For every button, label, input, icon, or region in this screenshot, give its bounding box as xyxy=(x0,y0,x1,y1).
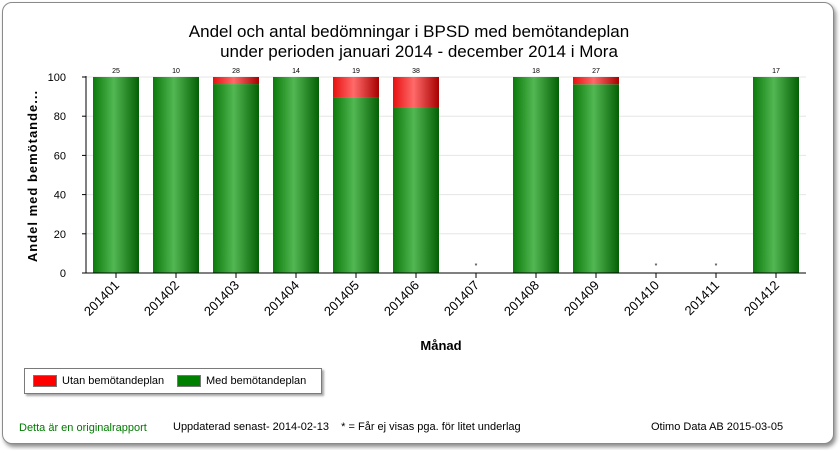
bar-med-bemotandeplan xyxy=(93,77,139,273)
bar-med-bemotandeplan xyxy=(513,77,559,273)
x-tick-label: 201406 xyxy=(381,278,422,319)
legend-item-utan: Utan bemötandeplan xyxy=(33,374,164,388)
data-label: * xyxy=(715,263,718,270)
bar-med-bemotandeplan xyxy=(573,84,619,273)
x-tick-label: 201405 xyxy=(321,278,362,319)
chart-title-line-1: Andel och antal bedömningar i BPSD med b… xyxy=(189,22,629,41)
bar-med-bemotandeplan xyxy=(393,107,439,273)
data-label: 19 xyxy=(352,68,360,75)
y-tick-label: 20 xyxy=(54,229,66,241)
bar-utan-bemotandeplan xyxy=(393,77,439,108)
bar-utan-bemotandeplan xyxy=(573,77,619,85)
data-label: * xyxy=(475,263,478,270)
y-tick-label: 100 xyxy=(48,72,66,84)
bar-med-bemotandeplan xyxy=(213,84,259,273)
data-label: 14 xyxy=(292,68,300,75)
bar-utan-bemotandeplan xyxy=(213,77,259,85)
x-tick-label: 201412 xyxy=(741,278,782,319)
x-tick-label: 201409 xyxy=(561,278,602,319)
legend-swatch-med xyxy=(177,375,201,387)
x-tick-label: 201403 xyxy=(201,278,242,319)
original-report-note: Detta är en originalrapport xyxy=(19,422,147,434)
chart-title-line-2: under perioden januari 2014 - december 2… xyxy=(220,42,618,61)
company-date: Otimo Data AB 2015-03-05 xyxy=(651,421,784,433)
bar-med-bemotandeplan xyxy=(753,77,799,273)
x-tick-label: 201411 xyxy=(682,278,723,319)
update-note: Uppdaterad senast- 2014-02-13 * = Får ej… xyxy=(173,421,521,433)
x-tick-label: 201410 xyxy=(621,278,662,319)
legend-swatch-utan xyxy=(33,375,57,387)
x-tick-label: 201404 xyxy=(261,278,302,319)
data-label: 28 xyxy=(232,68,240,75)
data-label: 25 xyxy=(112,68,120,75)
legend: Utan bemötandeplan Med bemötandeplan xyxy=(24,368,322,394)
data-label: 18 xyxy=(532,68,540,75)
y-tick-label: 40 xyxy=(54,190,66,202)
x-tick-label: 201401 xyxy=(81,278,122,319)
x-tick-label: 201407 xyxy=(441,278,482,319)
x-axis-label: Månad xyxy=(420,338,461,353)
data-label: 10 xyxy=(172,68,180,75)
bar-utan-bemotandeplan xyxy=(333,77,379,98)
legend-label-utan: Utan bemötandeplan xyxy=(62,375,165,387)
data-label: 38 xyxy=(412,68,420,75)
x-tick-label: 201402 xyxy=(141,278,182,319)
data-label: 27 xyxy=(592,68,600,75)
plot-area: 0 20 40 60 80 100 25 201401 10 201402 28 201403 14 20… xyxy=(48,68,806,319)
x-tick-label: 201408 xyxy=(501,278,542,319)
bar-med-bemotandeplan xyxy=(153,77,199,273)
data-label: 17 xyxy=(772,68,780,75)
legend-label-med: Med bemötandeplan xyxy=(206,375,307,387)
data-label: * xyxy=(655,263,658,270)
y-axis-label: Andel med bemötande... xyxy=(25,90,40,262)
y-tick-label: 60 xyxy=(54,150,66,162)
bar-med-bemotandeplan xyxy=(273,77,319,273)
y-tick-label: 0 xyxy=(60,268,66,280)
bar-med-bemotandeplan xyxy=(333,97,379,273)
y-tick-label: 80 xyxy=(54,111,66,123)
legend-item-med: Med bemötandeplan xyxy=(177,374,306,388)
